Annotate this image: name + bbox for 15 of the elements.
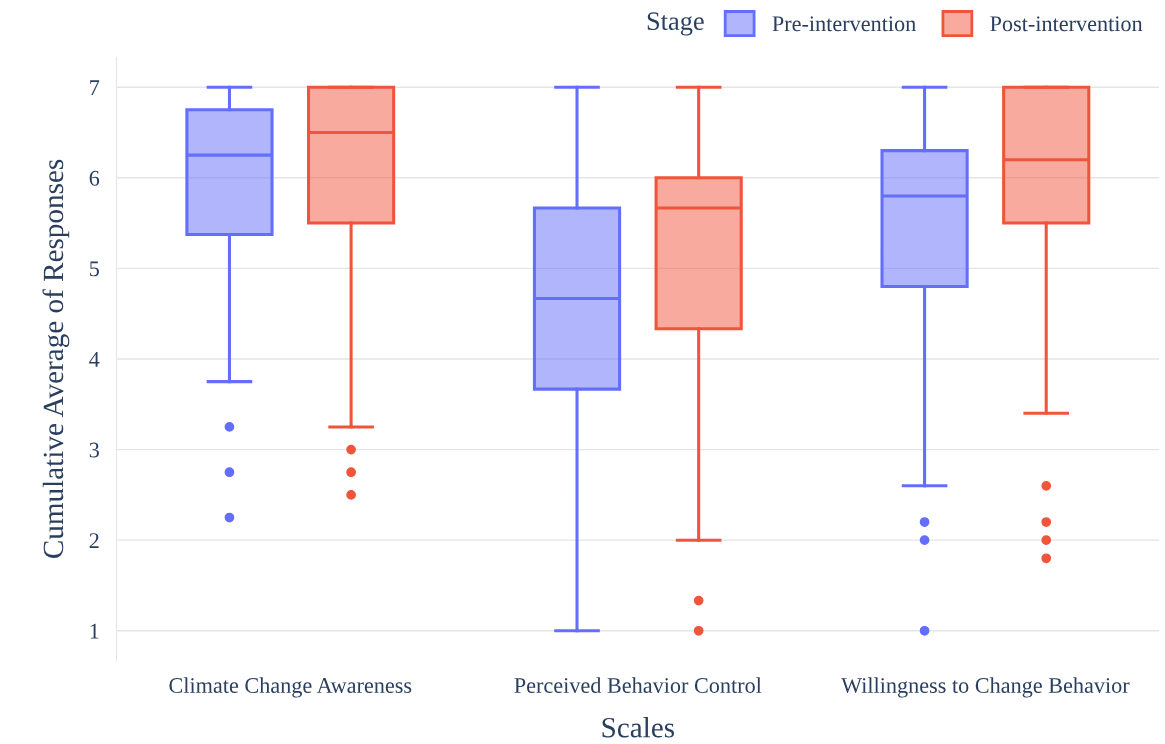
legend-label: Post-intervention (990, 16, 1143, 32)
y-tick-label: 5 (90, 261, 99, 277)
y-tick-label: 7 (90, 80, 100, 95)
legend-title: Stage (647, 12, 704, 36)
x-axis-title: Scales (602, 717, 675, 738)
x-tick-label: Climate Change Awareness (169, 677, 412, 698)
legend-label: Pre-intervention (772, 16, 916, 32)
x-tick-label: Willingness to Change Behavior (841, 677, 1130, 698)
y-tick-label: 4 (89, 352, 100, 367)
y-tick-label: 6 (89, 170, 100, 186)
x-tick-label: Perceived Behavior Control (514, 677, 762, 693)
y-tick-label: 3 (89, 442, 99, 458)
y-axis-title: Cumulative Average of Responses (42, 159, 70, 559)
y-tick-label: 2 (89, 533, 99, 548)
y-tick-label: 1 (90, 623, 99, 639)
